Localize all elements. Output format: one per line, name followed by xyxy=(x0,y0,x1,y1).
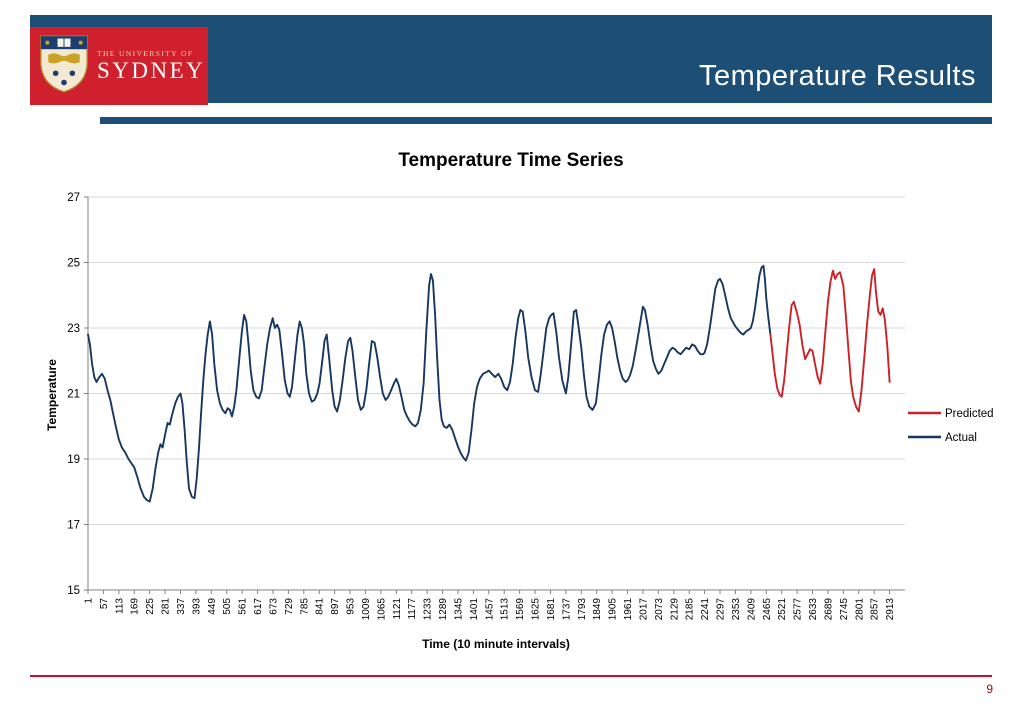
x-tick-label: 2185 xyxy=(685,598,696,621)
slide-title: Temperature Results xyxy=(698,60,976,92)
x-tick-label: 2465 xyxy=(762,598,773,621)
x-tick-label: 617 xyxy=(253,598,264,615)
y-tick-label: 21 xyxy=(67,389,80,401)
legend-label-predicted: Predicted xyxy=(945,408,994,420)
x-tick-label: 1233 xyxy=(423,598,434,621)
x-tick-label: 169 xyxy=(130,598,141,615)
x-tick-label: 2633 xyxy=(808,598,819,621)
x-tick-label: 1401 xyxy=(469,598,480,621)
y-tick-label: 19 xyxy=(67,454,80,466)
x-tick-label: 841 xyxy=(315,598,326,615)
legend-label-actual: Actual xyxy=(945,432,977,444)
x-tick-label: 673 xyxy=(268,598,279,615)
series-line-predicted xyxy=(769,268,891,413)
x-tick-label: 2017 xyxy=(638,598,649,621)
x-tick-label: 1 xyxy=(84,598,95,604)
x-tick-label: 337 xyxy=(176,598,187,615)
x-tick-label: 2857 xyxy=(870,598,881,621)
x-tick-label: 2297 xyxy=(716,598,727,621)
y-tick-label: 23 xyxy=(67,323,80,335)
x-tick-label: 1793 xyxy=(577,598,588,621)
x-tick-label: 393 xyxy=(191,598,202,615)
chart-title: Temperature Time Series xyxy=(398,150,624,171)
x-tick-label: 897 xyxy=(330,598,341,615)
x-tick-label: 2913 xyxy=(885,598,896,621)
footer-divider xyxy=(30,675,992,677)
x-tick-label: 1065 xyxy=(376,598,387,621)
x-tick-label: 2745 xyxy=(839,598,850,621)
x-tick-label: 1513 xyxy=(500,598,511,621)
x-tick-label: 1289 xyxy=(438,598,449,621)
header-underline xyxy=(100,117,992,124)
x-tick-label: 2129 xyxy=(669,598,680,621)
x-tick-label: 785 xyxy=(299,598,310,615)
x-tick-label: 2353 xyxy=(731,598,742,621)
y-tick-label: 27 xyxy=(67,192,80,204)
x-tick-label: 449 xyxy=(207,598,218,615)
university-name-large: SYDNEY xyxy=(97,57,206,83)
x-tick-label: 2689 xyxy=(823,598,834,621)
temperature-chart: 15 17 19 21 23 25 27 1 57 113 169 225 281 337 393 449 50… xyxy=(67,192,994,621)
x-tick-label: 281 xyxy=(161,598,172,615)
university-name-small: THE UNIVERSITY OF xyxy=(97,48,194,58)
x-tick-label: 729 xyxy=(284,598,295,615)
x-tick-label: 2409 xyxy=(746,598,757,621)
x-tick-label: 1961 xyxy=(623,598,634,621)
university-logo: THE UNIVERSITY OF SYDNEY xyxy=(30,27,208,105)
university-crest-icon xyxy=(39,34,89,99)
x-tick-label: 2241 xyxy=(700,598,711,621)
x-tick-label: 505 xyxy=(222,598,233,615)
y-tick-label: 25 xyxy=(67,258,80,270)
x-tick-label: 561 xyxy=(238,598,249,615)
x-tick-label: 953 xyxy=(346,598,357,615)
x-tick-label: 1905 xyxy=(608,598,619,621)
y-tick-label: 17 xyxy=(67,520,80,532)
series-line-actual xyxy=(87,264,772,503)
x-tick-label: 1009 xyxy=(361,598,372,621)
x-tick-label: 1345 xyxy=(453,598,464,621)
x-tick-label: 1625 xyxy=(531,598,542,621)
page-number: 9 xyxy=(986,682,993,696)
x-tick-label: 1737 xyxy=(561,598,572,621)
university-logo-text: THE UNIVERSITY OF SYDNEY xyxy=(97,49,205,83)
x-tick-label: 1177 xyxy=(407,598,418,620)
x-tick-label: 2577 xyxy=(793,598,804,621)
y-tick-label: 15 xyxy=(67,585,80,597)
x-tick-label: 2073 xyxy=(654,598,665,621)
x-tick-label: 1457 xyxy=(484,598,495,621)
x-tick-label: 2801 xyxy=(854,598,865,621)
x-tick-label: 2521 xyxy=(777,598,788,621)
x-axis-title: Time (10 minute intervals) xyxy=(422,637,570,651)
x-tick-label: 225 xyxy=(145,598,156,615)
x-tick-label: 1849 xyxy=(592,598,603,621)
x-tick-label: 57 xyxy=(99,598,110,610)
x-tick-label: 1681 xyxy=(546,598,557,621)
x-tick-label: 1569 xyxy=(515,598,526,621)
x-tick-label: 1121 xyxy=(392,598,403,620)
x-tick-label: 113 xyxy=(114,598,125,614)
